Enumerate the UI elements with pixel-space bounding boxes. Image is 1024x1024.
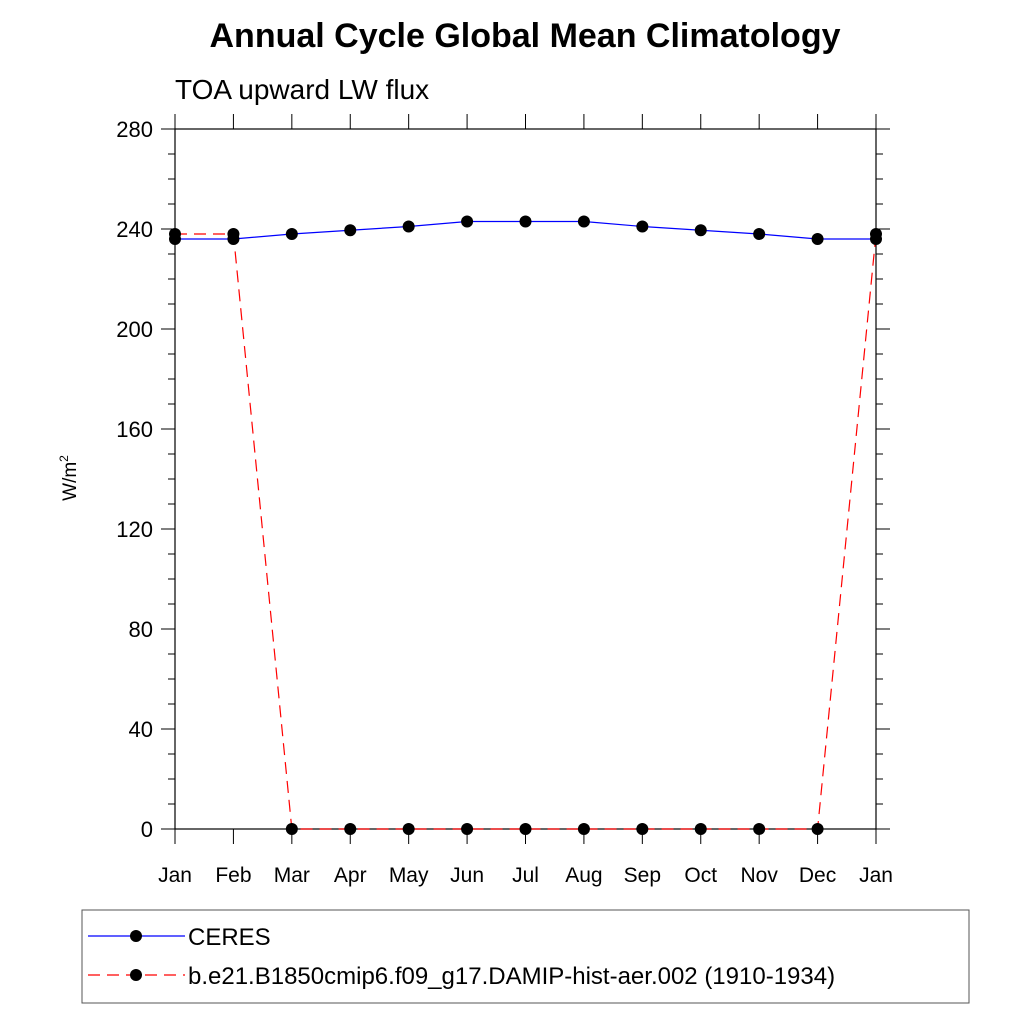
x-tick-labels: Jan Feb Mar Apr May Jun Jul Aug Sep Oct Nov Dec Jan bbox=[158, 864, 893, 887]
data-point bbox=[577, 215, 590, 228]
data-point bbox=[753, 823, 766, 835]
y-tick-label: 200 bbox=[116, 317, 153, 342]
y-tick-labels: 0 40 80 120 160 200 240 280 bbox=[116, 117, 153, 842]
data-point bbox=[519, 215, 532, 228]
legend-item: b.e21.B1850cmip6.f09_g17.DAMIP-hist-aer.… bbox=[88, 963, 835, 990]
data-point bbox=[285, 228, 298, 240]
y-axis-label-superscript: 2 bbox=[57, 455, 71, 462]
data-point bbox=[811, 233, 824, 245]
x-tick-label: Sep bbox=[624, 864, 661, 887]
series-layer bbox=[169, 215, 882, 835]
x-tick-label: Jan bbox=[158, 864, 192, 887]
series-line bbox=[175, 233, 877, 830]
data-point bbox=[636, 823, 649, 835]
legend-items: CERES b.e21.B1850cmip6.f09_g17.DAMIP-hist… bbox=[88, 924, 835, 990]
plot-frame bbox=[174, 128, 877, 830]
y-tick-label: 80 bbox=[129, 617, 153, 642]
legend-swatch-marker bbox=[130, 930, 142, 942]
axis-ticks bbox=[161, 114, 890, 844]
x-tick-label: Mar bbox=[274, 864, 310, 887]
legend: CERES b.e21.B1850cmip6.f09_g17.DAMIP-hist… bbox=[81, 909, 970, 1004]
data-point bbox=[344, 823, 357, 835]
x-tick-label: Nov bbox=[740, 864, 778, 887]
data-point bbox=[461, 215, 474, 228]
data-point bbox=[402, 220, 415, 233]
legend-item: CERES bbox=[88, 924, 271, 951]
data-point bbox=[811, 823, 824, 835]
x-tick-label: Apr bbox=[334, 864, 367, 887]
data-point bbox=[694, 224, 707, 237]
data-point bbox=[461, 823, 474, 835]
y-tick-label: 280 bbox=[116, 117, 153, 142]
legend-label: CERES bbox=[188, 924, 271, 951]
data-point bbox=[344, 224, 357, 237]
data-point bbox=[519, 823, 532, 835]
y-tick-label: 240 bbox=[116, 217, 153, 242]
legend-swatch-marker bbox=[130, 969, 142, 981]
data-point bbox=[577, 823, 590, 835]
legend-label: b.e21.B1850cmip6.f09_g17.DAMIP-hist-aer.… bbox=[188, 963, 835, 990]
x-tick-label: May bbox=[389, 864, 429, 887]
chart-title: Annual Cycle Global Mean Climatology bbox=[210, 17, 841, 55]
y-tick-label: 160 bbox=[116, 417, 153, 442]
data-point bbox=[169, 233, 181, 245]
data-point bbox=[402, 823, 415, 835]
data-point bbox=[870, 233, 882, 245]
x-tick-label: Feb bbox=[215, 864, 251, 887]
y-axis-label: W/m2 bbox=[57, 455, 81, 501]
y-tick-label: 40 bbox=[129, 717, 153, 742]
x-tick-label: Oct bbox=[684, 864, 717, 887]
legend-box bbox=[81, 909, 970, 1004]
x-tick-label: Jan bbox=[859, 864, 893, 887]
y-axis-label-text: W/m bbox=[60, 462, 81, 501]
data-point bbox=[753, 228, 766, 240]
series-1 bbox=[169, 228, 882, 835]
x-tick-label: Aug bbox=[565, 864, 602, 887]
data-point bbox=[636, 220, 649, 233]
y-tick-label: 0 bbox=[141, 817, 153, 842]
x-tick-label: Dec bbox=[799, 864, 836, 887]
x-tick-label: Jul bbox=[512, 864, 539, 887]
chart-subtitle: TOA upward LW flux bbox=[175, 74, 429, 105]
y-tick-label: 120 bbox=[116, 517, 153, 542]
data-point bbox=[694, 823, 707, 835]
x-tick-label: Jun bbox=[450, 864, 484, 887]
series-0 bbox=[169, 215, 882, 245]
data-point bbox=[285, 823, 298, 835]
data-point bbox=[227, 233, 240, 245]
